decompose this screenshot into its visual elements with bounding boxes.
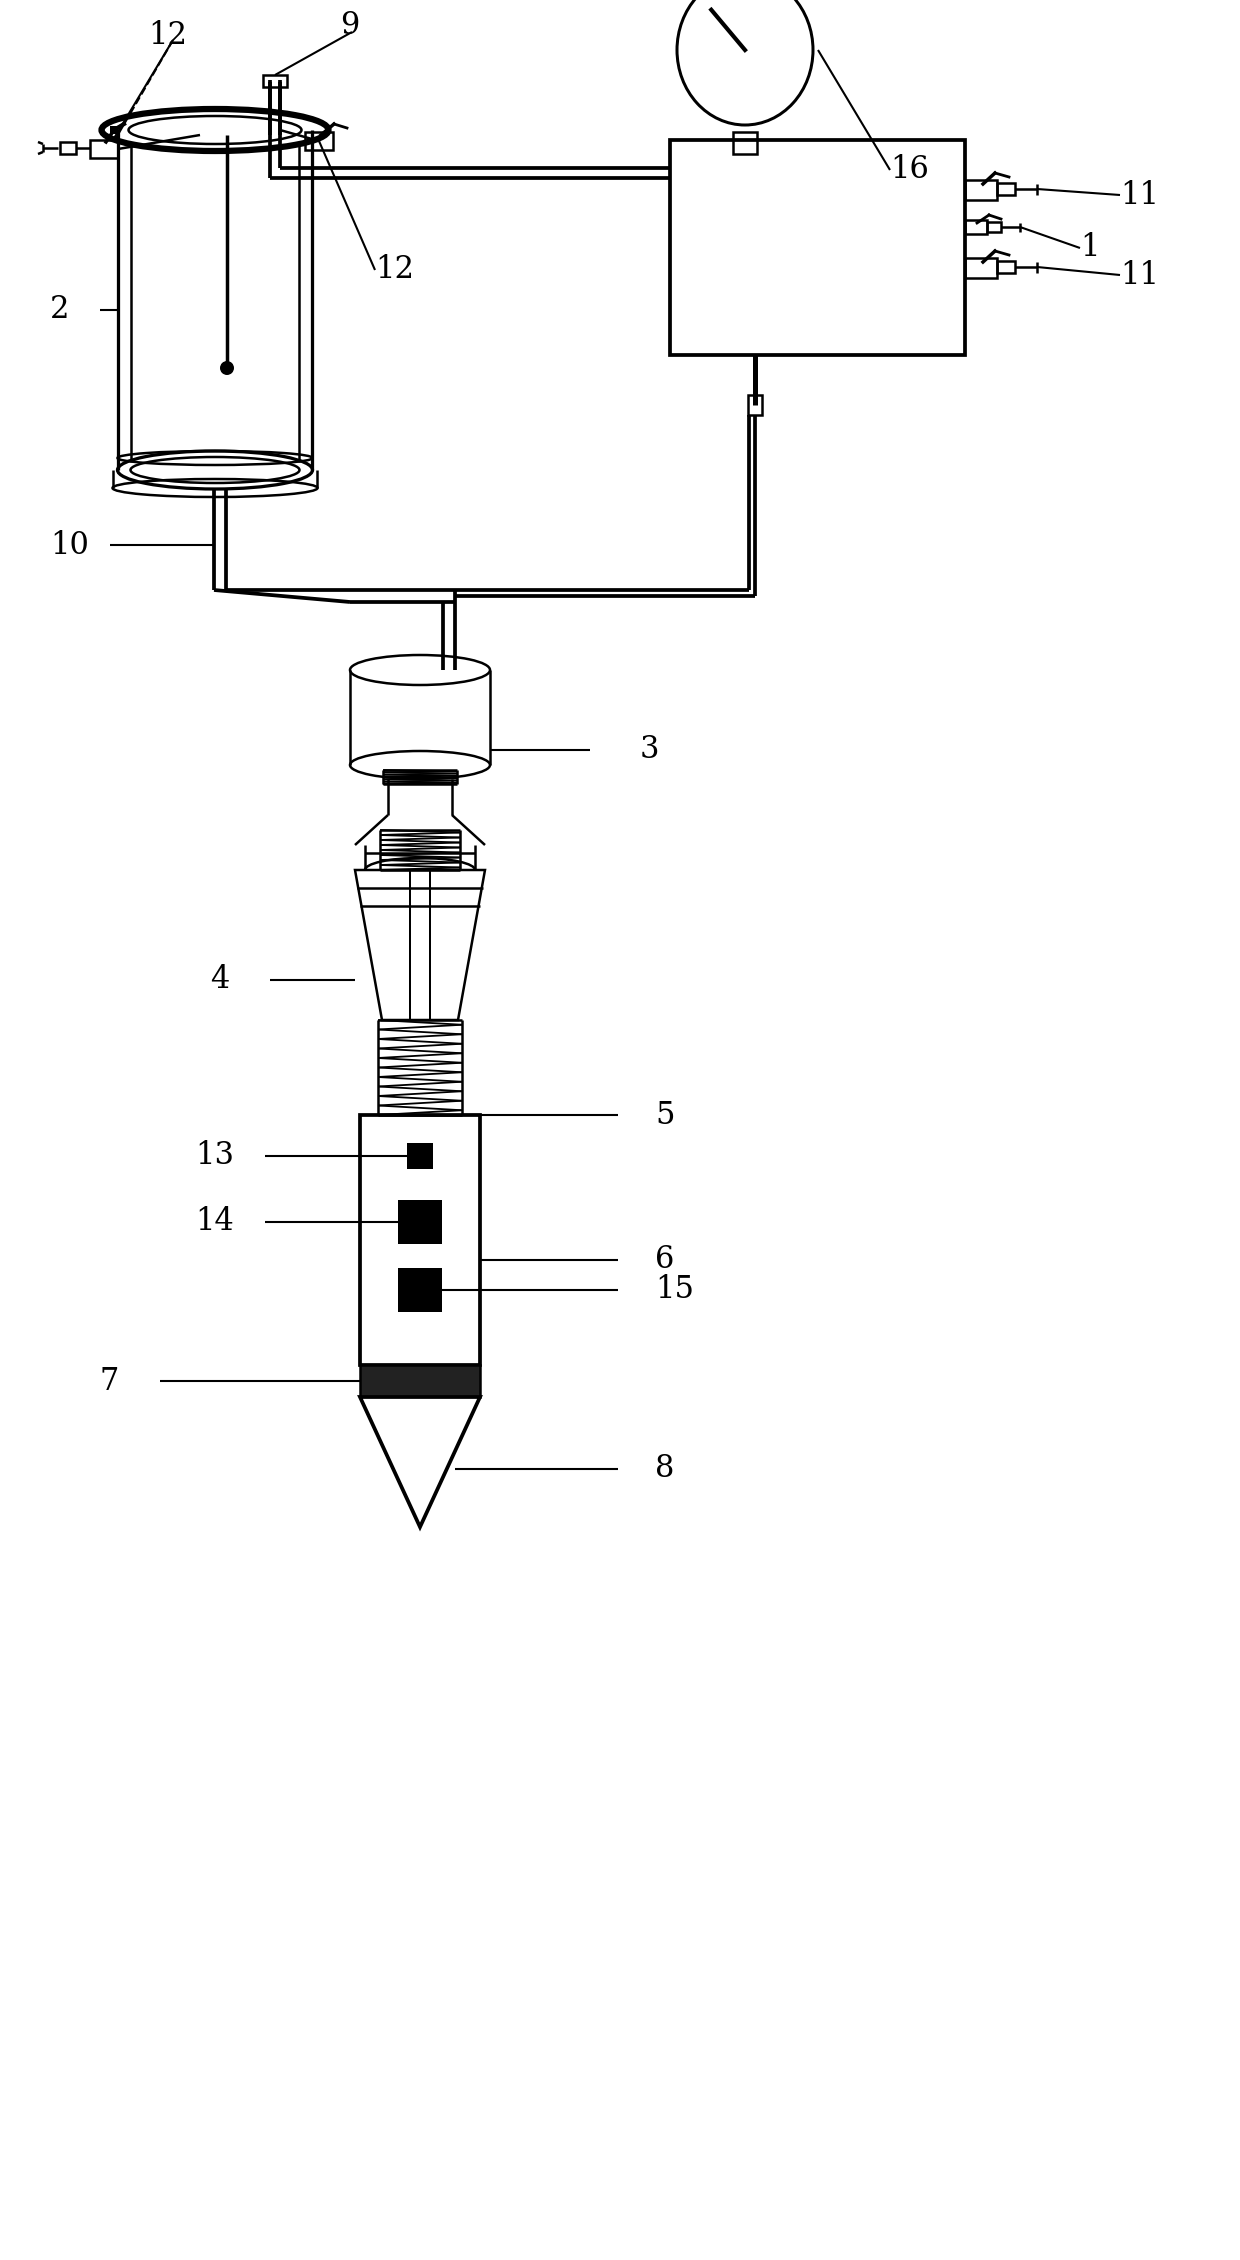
Bar — [60, 142, 76, 154]
Bar — [965, 219, 987, 235]
Bar — [965, 181, 997, 199]
Text: 13: 13 — [195, 1141, 234, 1171]
Bar — [398, 1200, 441, 1243]
Text: 12: 12 — [148, 20, 187, 50]
Text: 6: 6 — [655, 1245, 675, 1275]
Ellipse shape — [350, 655, 490, 685]
Bar — [997, 260, 1016, 273]
Text: 4: 4 — [210, 965, 229, 994]
Bar — [987, 221, 1001, 233]
Bar — [360, 1365, 480, 1397]
Text: 9: 9 — [340, 9, 360, 41]
Text: 2: 2 — [50, 294, 69, 325]
Ellipse shape — [350, 750, 490, 780]
Polygon shape — [360, 1397, 480, 1528]
Text: 16: 16 — [890, 154, 929, 185]
Bar — [360, 1365, 480, 1397]
Ellipse shape — [365, 859, 475, 881]
Text: 5: 5 — [655, 1101, 675, 1130]
Bar — [360, 1114, 480, 1365]
Bar — [670, 140, 965, 355]
Bar — [748, 396, 763, 416]
Bar — [965, 258, 997, 278]
Bar — [91, 140, 118, 158]
Text: 8: 8 — [655, 1453, 675, 1485]
Bar — [407, 1144, 433, 1168]
Text: 15: 15 — [655, 1275, 694, 1306]
Text: 1: 1 — [1080, 233, 1100, 264]
Polygon shape — [355, 870, 485, 1019]
Bar — [398, 1268, 441, 1313]
Text: 11: 11 — [1120, 260, 1159, 292]
Text: 3: 3 — [640, 734, 660, 766]
Text: 12: 12 — [374, 255, 414, 285]
Bar — [305, 131, 334, 149]
Bar — [110, 127, 118, 133]
Ellipse shape — [102, 108, 329, 151]
Text: 10: 10 — [50, 529, 89, 560]
Bar — [997, 183, 1016, 194]
Bar — [733, 131, 756, 154]
Bar — [263, 75, 286, 86]
Text: 11: 11 — [1120, 179, 1159, 210]
Ellipse shape — [219, 362, 234, 375]
Text: 7: 7 — [100, 1365, 119, 1397]
Text: 14: 14 — [195, 1207, 234, 1238]
